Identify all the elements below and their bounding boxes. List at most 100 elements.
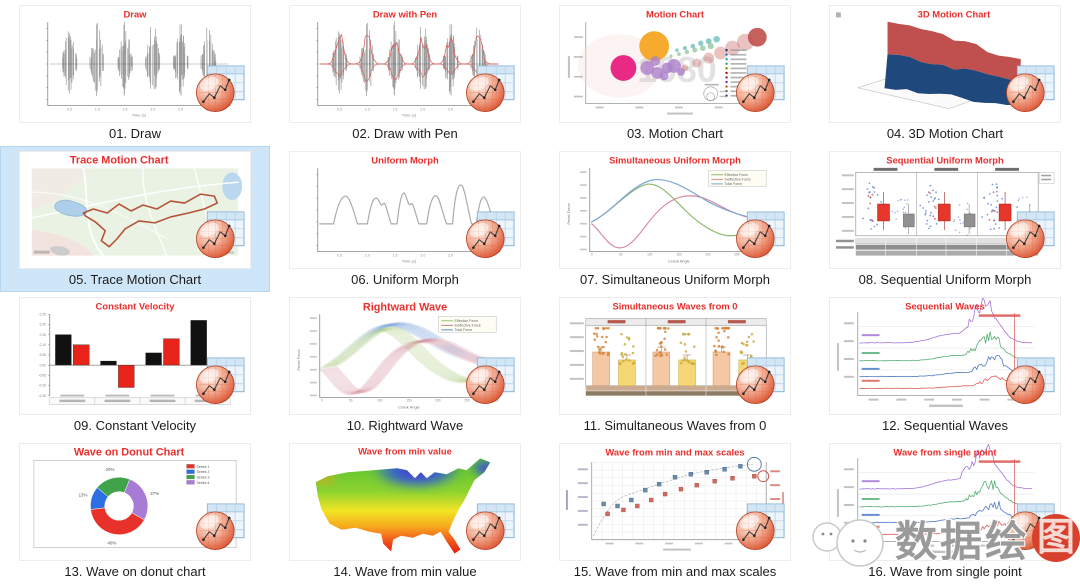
chart-title: Sequential Waves: [905, 300, 985, 311]
chart-title: Rightward Wave: [363, 301, 447, 313]
origin-logo-badge: [1006, 211, 1055, 258]
thumbnail: Sequential Waves: [829, 297, 1061, 415]
svg-text:Crank Angle: Crank Angle: [398, 405, 420, 410]
svg-text:13%: 13%: [79, 493, 88, 498]
svg-text:1.0: 1.0: [365, 254, 370, 258]
thumbnail: Trace Motion Chart: [19, 151, 251, 269]
gallery-item-02-draw-with-pen[interactable]: 0.51.01.52.02.53.0Time (s)Draw with Pen …: [270, 0, 540, 146]
svg-text:Pedal Force: Pedal Force: [566, 203, 571, 225]
svg-text:1.5: 1.5: [393, 108, 398, 112]
svg-text:2.0: 2.0: [150, 108, 155, 112]
svg-text:Series 2: Series 2: [196, 470, 209, 474]
gallery-item-14-wave-from-min-value[interactable]: Wave from min value 14. Wave from min va…: [270, 438, 540, 584]
origin-logo-badge: [1006, 503, 1055, 550]
chart-title: Trace Motion Chart: [70, 154, 169, 166]
svg-text:0.20: 0.20: [40, 323, 46, 327]
gallery-item-11-simultaneous-waves-from-0[interactable]: Simultaneous Waves from 0 11. Simultaneo…: [540, 292, 810, 438]
svg-text:150: 150: [406, 399, 412, 403]
gallery-item-01-draw[interactable]: 0.51.01.52.02.53.0Time (s)Draw 01. Draw: [0, 0, 270, 146]
svg-text:0.15: 0.15: [40, 333, 46, 337]
svg-text:2.5: 2.5: [448, 254, 453, 258]
chart-title: Constant Velocity: [96, 300, 176, 311]
gallery-item-06-uniform-morph[interactable]: 0.51.01.52.02.53.0Time (s)Uniform Morph …: [270, 146, 540, 292]
svg-text:0.5: 0.5: [337, 108, 342, 112]
svg-text:1.5: 1.5: [123, 108, 128, 112]
gallery-item-15-wave-from-min-and-max-scales[interactable]: Wave from min and max scales 15. Wave fr…: [540, 438, 810, 584]
caption: 09. Constant Velocity: [73, 418, 197, 433]
thumbnail: Simultaneous Waves from 0: [559, 297, 791, 415]
chart-title: Wave on Donut Chart: [74, 446, 185, 458]
caption: 04. 3D Motion Chart: [886, 126, 1004, 141]
thumbnail: 1980Motion Chart: [559, 5, 791, 123]
origin-logo-badge: [736, 357, 785, 404]
svg-text:Total Force: Total Force: [455, 328, 473, 332]
svg-text:0: 0: [591, 253, 593, 257]
chart-title: Motion Chart: [646, 8, 705, 19]
svg-text:Effective Force: Effective Force: [455, 319, 479, 323]
thumbnail: 3D Motion Chart: [829, 5, 1061, 123]
thumbnail: 0.51.01.52.02.53.0Time (s)Draw: [19, 5, 251, 123]
caption: 11. Simultaneous Waves from 0: [583, 418, 767, 433]
origin-logo-badge: [196, 65, 245, 112]
origin-logo-badge: [1006, 357, 1055, 404]
svg-text:27%: 27%: [150, 491, 159, 496]
chart-title: Simultaneous Uniform Morph: [609, 154, 741, 165]
svg-text:200: 200: [435, 399, 441, 403]
origin-logo-badge: [466, 65, 515, 112]
caption: 12. Sequential Waves: [882, 418, 1008, 433]
svg-text:-0.05: -0.05: [39, 374, 46, 378]
gallery-item-13-wave-on-donut-chart[interactable]: 20% 27% 40% 13% Series 1 Series 2 Series 3 Seri…: [0, 438, 270, 584]
svg-text:0.5: 0.5: [67, 108, 72, 112]
gallery-item-12-sequential-waves[interactable]: Sequential Waves 12. Sequential Waves: [810, 292, 1080, 438]
svg-text:200: 200: [705, 253, 711, 257]
gallery-item-05-trace-motion-chart[interactable]: Trace Motion Chart 05. Trace Motion Char…: [0, 146, 270, 292]
svg-text:-0.10: -0.10: [39, 384, 46, 388]
origin-logo-badge: [736, 211, 785, 258]
thumbnail: Wave from min and max scales: [559, 443, 791, 561]
thumbnail: Sequential Uniform Morph: [829, 151, 1061, 269]
svg-text:0.5: 0.5: [337, 254, 342, 258]
gallery-item-03-motion-chart[interactable]: 1980Motion Chart 03. Motion Chart: [540, 0, 810, 146]
gallery-item-16-wave-from-single-point[interactable]: Wave from single point 16. Wave from sin…: [810, 438, 1080, 584]
gallery-item-04-3d-motion-chart[interactable]: 3D Motion Chart 04. 3D Motion Chart: [810, 0, 1080, 146]
chart-title: Draw: [123, 8, 147, 19]
origin-logo-badge: [736, 65, 785, 112]
svg-text:Time (s): Time (s): [402, 259, 417, 264]
svg-text:0.10: 0.10: [40, 343, 46, 347]
thumbnail: 0.25 0.20 0.15 0.10 0.05 0.00 -0.05 -0.10 -0.15 C…: [19, 297, 251, 415]
caption: 07. Simultaneous Uniform Morph: [579, 272, 771, 287]
chart-title: Draw with Pen: [373, 8, 438, 19]
chart-title: Wave from min value: [358, 445, 452, 456]
svg-text:100: 100: [647, 253, 653, 257]
chart-title: Wave from min and max scales: [605, 446, 744, 457]
origin-logo-badge: [196, 357, 245, 404]
caption: 02. Draw with Pen: [352, 126, 458, 141]
svg-text:Ineffective Force: Ineffective Force: [725, 178, 751, 182]
svg-text:0.05: 0.05: [40, 353, 46, 357]
caption: 10. Rightward Wave: [346, 418, 464, 433]
thumbnail: 0.51.01.52.02.53.0Time (s)Uniform Morph: [289, 151, 521, 269]
svg-text:2.5: 2.5: [448, 108, 453, 112]
chart-title: Sequential Uniform Morph: [886, 154, 1004, 165]
svg-text:100: 100: [377, 399, 383, 403]
gallery-item-08-sequential-uniform-morph[interactable]: Sequential Uniform Morph 08. Sequential …: [810, 146, 1080, 292]
svg-text:Series 3: Series 3: [196, 476, 209, 480]
chart-title: Wave from single point: [893, 446, 997, 457]
svg-text:Time (s): Time (s): [132, 113, 147, 118]
thumbnail: 0.51.01.52.02.53.0Time (s)Draw with Pen: [289, 5, 521, 123]
thumbnail: Wave from single point: [829, 443, 1061, 561]
origin-logo-badge: [466, 211, 515, 258]
svg-text:2.5: 2.5: [178, 108, 183, 112]
caption: 14. Wave from min value: [333, 564, 477, 579]
svg-text:250: 250: [734, 253, 740, 257]
origin-logo-badge: [466, 503, 515, 550]
svg-text:Series 4: Series 4: [196, 481, 209, 485]
svg-text:1.5: 1.5: [393, 254, 398, 258]
svg-text:Series 1: Series 1: [196, 465, 209, 469]
gallery-item-09-constant-velocity[interactable]: 0.25 0.20 0.15 0.10 0.05 0.00 -0.05 -0.10 -0.15 C…: [0, 292, 270, 438]
svg-text:0: 0: [321, 399, 323, 403]
